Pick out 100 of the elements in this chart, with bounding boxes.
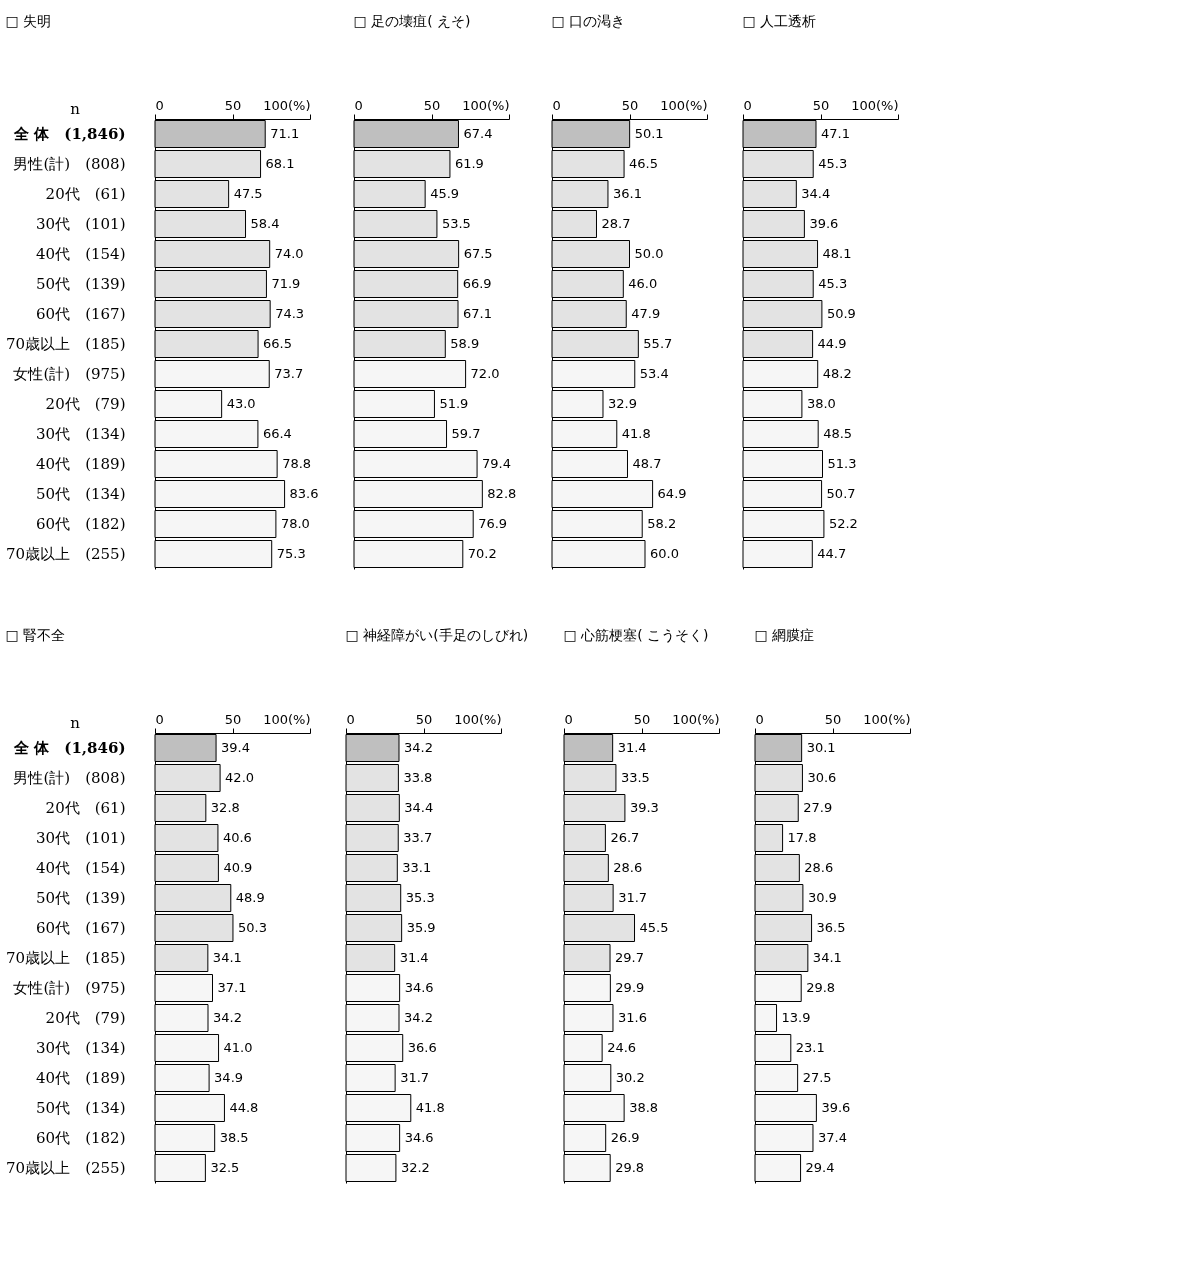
data-label: 34.1 xyxy=(212,950,242,965)
text: □ 腎不全 xyxy=(5,627,66,643)
data-label: 66.4 xyxy=(262,426,292,441)
x-tick-label: 100(%) xyxy=(660,97,708,113)
data-label: 46.5 xyxy=(629,156,659,171)
x-tick-label: 100(%) xyxy=(454,711,502,727)
data-label: 34.6 xyxy=(404,1130,434,1145)
x-tick-label: 50 xyxy=(824,711,842,727)
data-label: 35.3 xyxy=(405,890,435,905)
data-label: 33.1 xyxy=(402,860,432,875)
x-tick-label: 50 xyxy=(415,711,433,727)
data-label: 59.7 xyxy=(451,426,481,441)
x-tick-label: 50 xyxy=(224,711,242,727)
data-label: 44.9 xyxy=(817,336,847,351)
data-label: 34.2 xyxy=(404,740,433,755)
x-tick-label: 50 xyxy=(812,97,830,113)
text: □ 失明 xyxy=(5,13,52,29)
data-label: 58.9 xyxy=(450,336,480,351)
y-tick-label: 30代 (101) xyxy=(36,215,126,233)
data-label: 30.6 xyxy=(807,770,837,785)
data-label: 47.9 xyxy=(631,306,661,321)
data-label: 26.9 xyxy=(610,1130,640,1145)
data-label: 68.1 xyxy=(265,156,295,171)
y-tick-label: 女性(計) (975) xyxy=(13,979,126,997)
x-tick-label: 100(%) xyxy=(672,711,720,727)
y-tick-label: 50代 (134) xyxy=(36,1099,126,1117)
y-tick-label: 60代 (182) xyxy=(36,515,126,533)
x-tick-label: 50 xyxy=(224,97,242,113)
y-tick-label: 60代 (167) xyxy=(36,919,126,937)
data-label: 30.2 xyxy=(615,1070,645,1085)
data-label: 35.9 xyxy=(406,920,436,935)
y-tick-label: 30代 (134) xyxy=(36,1039,126,1057)
data-label: 17.8 xyxy=(787,830,817,845)
data-label: 29.7 xyxy=(615,950,644,965)
data-label: 29.8 xyxy=(615,1160,645,1175)
data-label: 50.7 xyxy=(826,486,856,501)
data-label: 23.1 xyxy=(795,1040,825,1055)
x-tick-label: 100(%) xyxy=(851,97,899,113)
data-label: 39.4 xyxy=(221,740,251,755)
data-label: 72.0 xyxy=(470,366,500,381)
data-label: 31.7 xyxy=(400,1070,430,1085)
data-label: 42.0 xyxy=(225,770,255,785)
data-label: 78.0 xyxy=(280,516,310,531)
x-tick-label: 100(%) xyxy=(263,711,311,727)
y-tick-label: 20代 (61) xyxy=(45,185,126,203)
chart-title: □ 心筋梗塞( こうそく) xyxy=(563,627,709,643)
data-label: 39.6 xyxy=(821,1100,851,1115)
y-tick-label: 男性(計) (808) xyxy=(13,155,126,173)
data-label: 41.8 xyxy=(621,426,651,441)
data-label: 71.1 xyxy=(270,126,300,141)
data-label: 33.8 xyxy=(403,770,433,785)
data-label: 67.5 xyxy=(463,246,493,261)
y-tick-label: 男性(計) (808) xyxy=(13,769,126,787)
data-label: 66.9 xyxy=(462,276,492,291)
x-tick-label: 50 xyxy=(621,97,639,113)
data-label: 67.4 xyxy=(463,126,493,141)
x-tick-label: 50 xyxy=(423,97,441,113)
data-label: 28.6 xyxy=(613,860,643,875)
y-tick-label: 40代 (154) xyxy=(36,245,126,263)
data-label: 71.9 xyxy=(271,276,301,291)
data-label: 70.2 xyxy=(467,546,497,561)
y-tick-label: 女性(計) (975) xyxy=(13,365,126,383)
chart-title: □ 口の渇き xyxy=(551,13,626,29)
data-label: 31.4 xyxy=(399,950,429,965)
data-label: 75.3 xyxy=(276,546,306,561)
y-tick-label: 50代 (139) xyxy=(36,275,126,293)
data-label: 30.9 xyxy=(807,890,837,905)
data-label: 64.9 xyxy=(657,486,687,501)
data-label: 53.5 xyxy=(441,216,471,231)
data-label: 36.1 xyxy=(612,186,642,201)
y-tick-label: 70歳以上 (185) xyxy=(6,335,126,353)
data-label: 34.1 xyxy=(812,950,842,965)
data-label: 76.9 xyxy=(478,516,508,531)
data-label: 33.5 xyxy=(620,770,650,785)
data-label: 32.5 xyxy=(210,1160,240,1175)
y-tick-label: 全 体 (1,846) xyxy=(13,739,126,757)
y-tick-label: 70歳以上 (185) xyxy=(6,949,126,967)
chart-title: □ 網膜症 xyxy=(754,627,815,643)
x-tick-label: 0 xyxy=(552,97,561,113)
data-label: 34.2 xyxy=(404,1010,433,1025)
x-tick-label: 100(%) xyxy=(462,97,510,113)
data-label: 31.7 xyxy=(618,890,648,905)
data-label: 36.6 xyxy=(407,1040,437,1055)
data-label: 32.9 xyxy=(607,396,637,411)
data-label: 52.2 xyxy=(828,516,858,531)
data-label: 32.8 xyxy=(210,800,240,815)
data-label: 45.3 xyxy=(818,156,848,171)
data-label: 82.8 xyxy=(487,486,517,501)
data-label: 24.6 xyxy=(607,1040,637,1055)
data-label: 31.4 xyxy=(617,740,647,755)
y-tick-label: 60代 (167) xyxy=(36,305,126,323)
data-label: 47.5 xyxy=(233,186,263,201)
x-tick-label: 50 xyxy=(633,711,651,727)
data-label: 29.8 xyxy=(806,980,836,995)
data-label: 58.4 xyxy=(250,216,280,231)
y-tick-label: 70歳以上 (255) xyxy=(6,545,126,563)
data-label: 37.1 xyxy=(217,980,247,995)
data-label: 37.4 xyxy=(817,1130,847,1145)
data-label: 38.5 xyxy=(219,1130,249,1145)
data-label: 48.2 xyxy=(822,366,852,381)
